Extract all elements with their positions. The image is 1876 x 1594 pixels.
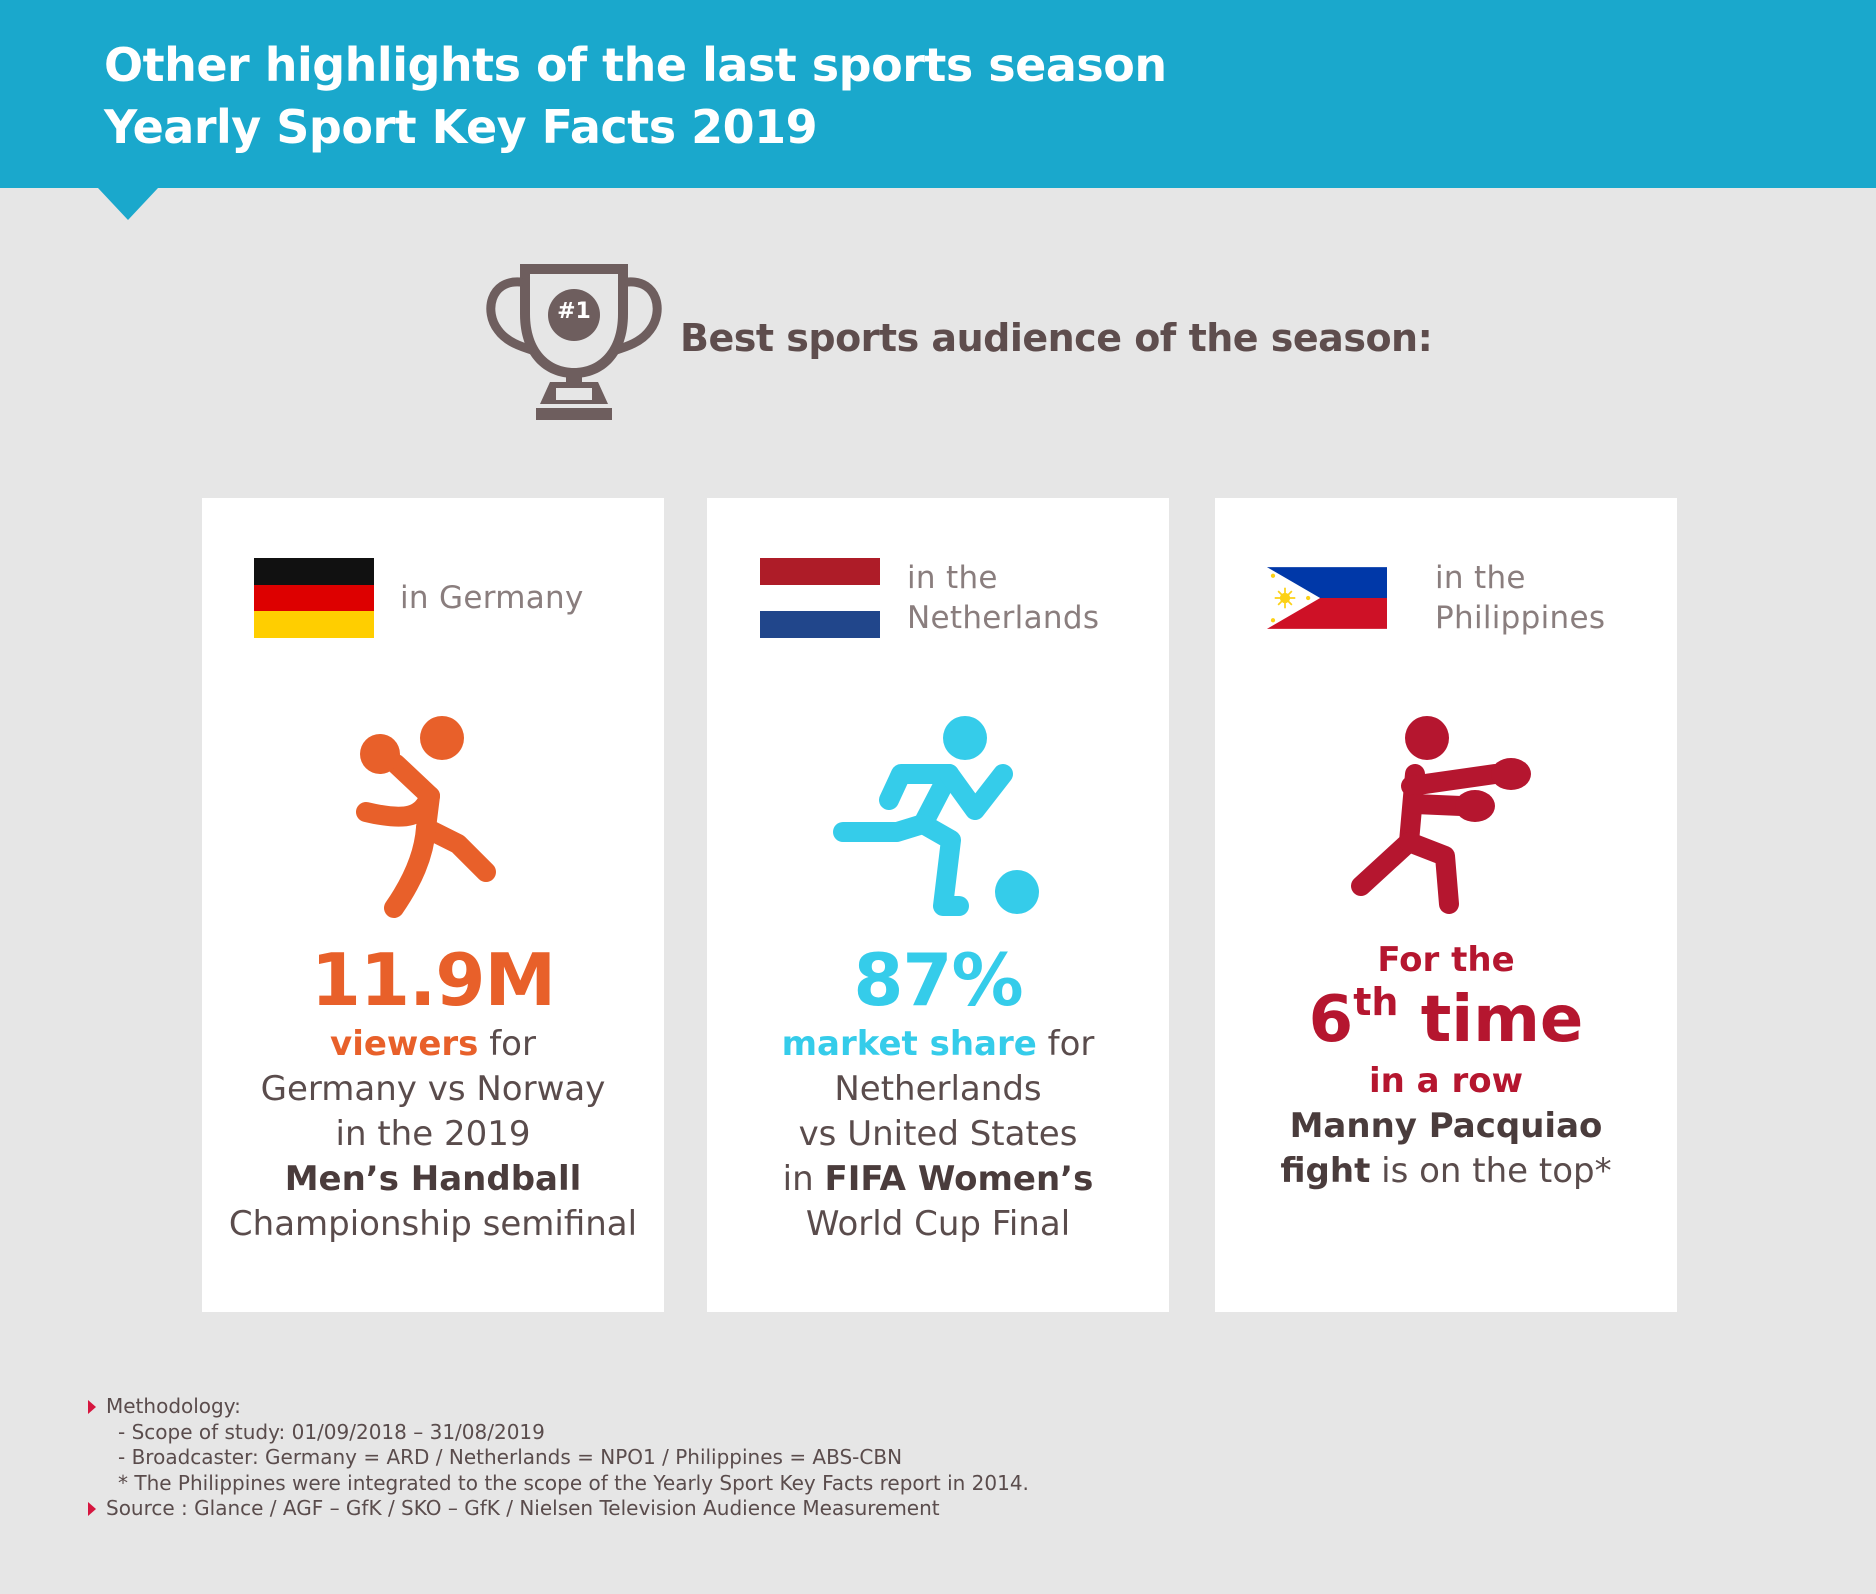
- viewers-highlight: viewers: [330, 1024, 479, 1064]
- ordinal-number: 6: [1308, 983, 1354, 1057]
- germany-card: in Germany 11.9M viewers for Germany vs …: [202, 498, 664, 1312]
- country-label-line: Netherlands: [907, 600, 1100, 636]
- stage-line: Championship semifinal: [228, 1204, 638, 1244]
- broadcaster-note: - Broadcaster: Germany = ARD / Netherlan…: [118, 1445, 903, 1469]
- fight-word: fight: [1280, 1151, 1371, 1191]
- competition-line: FIFA Women’s: [824, 1159, 1094, 1199]
- footnotes: Methodology: - Scope of study: 01/09/201…: [88, 1394, 1029, 1522]
- year-line: in the 2019: [335, 1114, 531, 1154]
- ordinal-word: time: [1398, 983, 1584, 1057]
- fighter-name: Manny Pacquiao: [1289, 1106, 1603, 1146]
- scope-note: - Scope of study: 01/09/2018 – 31/08/201…: [118, 1419, 545, 1444]
- in-a-row-line: in a row: [1368, 1061, 1523, 1101]
- source-row: Source : Glance / AGF – GfK / SKO – GfK …: [88, 1496, 1029, 1522]
- bullet-arrow-icon: [88, 1502, 96, 1516]
- highlight-suffix: for: [478, 1024, 536, 1064]
- competition-line: Men’s Handball: [284, 1159, 582, 1199]
- germany-viewers-value: 11.9M: [310, 938, 556, 1022]
- germany-flag-icon: [254, 558, 374, 638]
- football-player-icon: [833, 716, 1039, 916]
- ordinal-line: 6th time: [1215, 982, 1677, 1058]
- highlight-suffix: for: [1036, 1024, 1095, 1064]
- stage-line: World Cup Final: [805, 1204, 1071, 1244]
- methodology-row: Methodology:: [88, 1394, 1029, 1420]
- boxer-icon: [1351, 716, 1531, 914]
- header-banner: Other highlights of the last sports seas…: [0, 0, 1876, 188]
- netherlands-card: in the Netherlands 87% market share for …: [707, 498, 1169, 1312]
- source-label: Source : Glance / AGF – GfK / SKO – GfK …: [106, 1496, 940, 1520]
- ordinal-suffix: th: [1353, 980, 1399, 1024]
- philippines-stat-text: For the 6th time in a row Manny Pacquiao…: [1215, 938, 1677, 1194]
- market-share-value: 87%: [853, 938, 1023, 1022]
- country-label-line: in the: [907, 560, 998, 596]
- netherlands-flag-icon: [760, 558, 880, 638]
- philippines-note: * The Philippines were integrated to the…: [118, 1470, 1029, 1495]
- country-label-netherlands: in the Netherlands: [907, 558, 1099, 638]
- country-label-line: Philippines: [1435, 600, 1606, 636]
- match-line: Germany vs Norway: [260, 1069, 606, 1109]
- fight-rest: is on the top*: [1370, 1151, 1612, 1191]
- page-title: Other highlights of the last sports seas…: [104, 34, 1167, 158]
- for-the-line: For the: [1377, 940, 1515, 980]
- header-pointer-arrow: [98, 188, 158, 220]
- methodology-label: Methodology:: [106, 1394, 241, 1418]
- trophy-badge: #1: [557, 299, 591, 324]
- bullet-arrow-icon: [88, 1400, 96, 1414]
- germany-stat-text: 11.9M viewers for Germany vs Norway in t…: [202, 938, 664, 1247]
- philippines-flag-icon: [1267, 567, 1387, 629]
- country-label-line: in the: [1435, 560, 1526, 596]
- page-title-line-1: Other highlights of the last sports seas…: [104, 38, 1167, 92]
- country-label-germany: in Germany: [400, 578, 584, 618]
- handball-player-icon: [356, 716, 496, 918]
- best-audience-heading: Best sports audience of the season:: [680, 316, 1433, 360]
- country-label-philippines: in the Philippines: [1435, 558, 1605, 638]
- trophy-icon: [486, 264, 662, 420]
- page-title-line-2: Yearly Sport Key Facts 2019: [104, 100, 818, 154]
- philippines-card: in the Philippines For the 6th time in a…: [1215, 498, 1677, 1312]
- competition-prefix: in: [782, 1159, 825, 1199]
- opponent-line: vs United States: [798, 1114, 1078, 1154]
- country-label-line: in Germany: [400, 580, 584, 616]
- match-line: Netherlands: [834, 1069, 1042, 1109]
- netherlands-stat-text: 87% market share for Netherlands vs Unit…: [707, 938, 1169, 1247]
- market-share-highlight: market share: [781, 1024, 1037, 1064]
